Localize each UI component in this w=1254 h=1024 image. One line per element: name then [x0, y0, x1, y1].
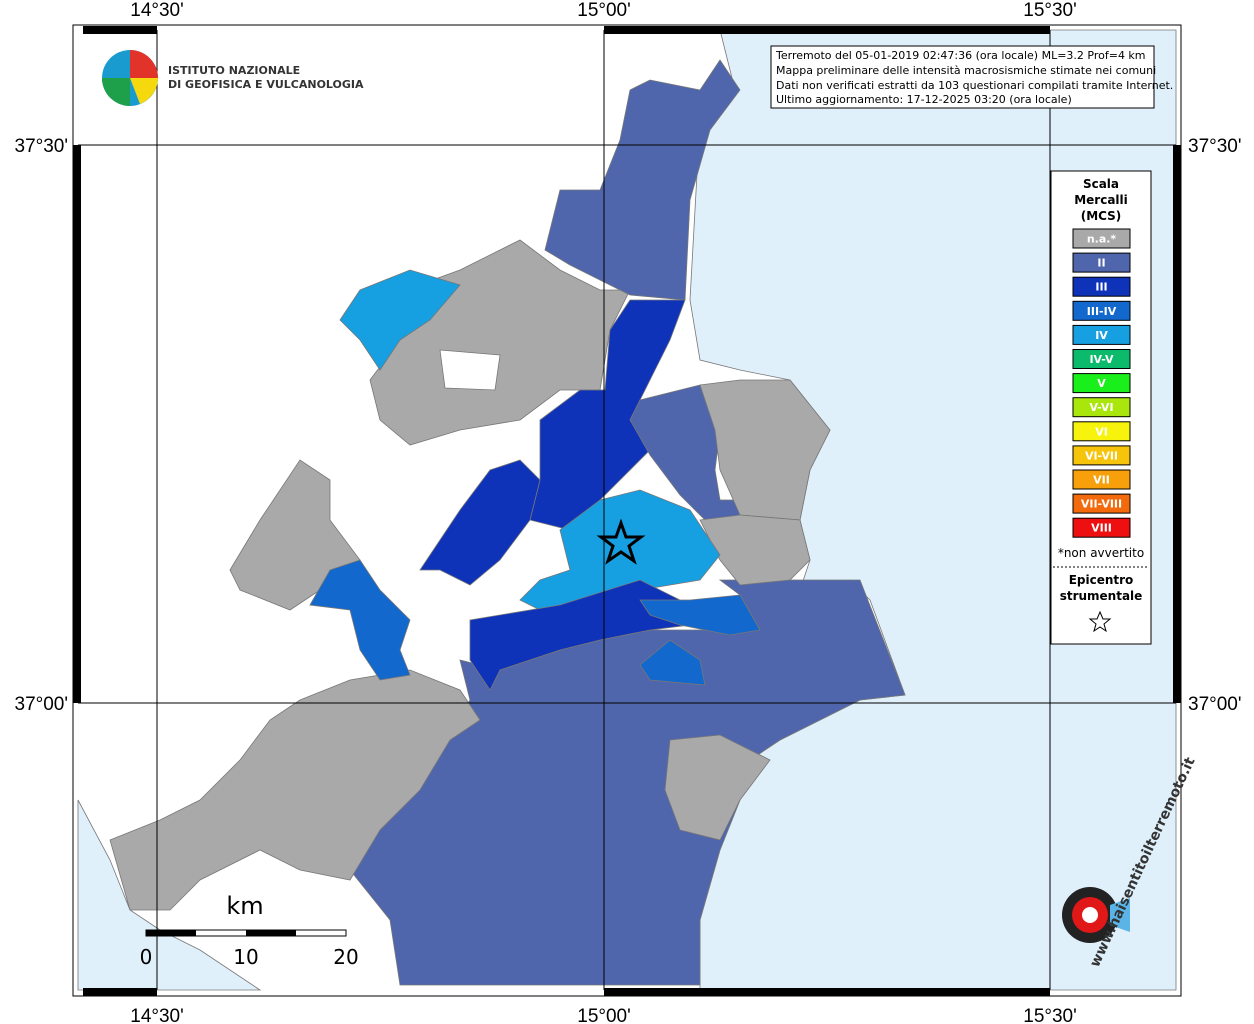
info-line: Terremoto del 05-01-2019 02:47:36 (ora l… — [775, 49, 1146, 62]
legend-title: (MCS) — [1081, 209, 1122, 223]
legend-epicenter: strumentale — [1060, 589, 1143, 603]
axis-label: 15°00' — [577, 0, 631, 21]
axis-label: 37°00' — [1188, 694, 1242, 715]
legend-epicenter: Epicentro — [1069, 573, 1134, 587]
region — [419, 459, 541, 586]
scale-unit: km — [226, 892, 263, 920]
scale-bar: km 0 10 20 — [140, 892, 359, 969]
region — [109, 669, 481, 911]
region — [544, 59, 741, 301]
axis-label: 37°00' — [15, 694, 69, 715]
frame-border — [72, 24, 1182, 997]
region — [229, 459, 361, 611]
legend-note: *non avvertito — [1058, 546, 1144, 560]
info-box — [770, 45, 1155, 109]
legend-title: Scala — [1083, 177, 1119, 191]
legend-swatch — [1072, 252, 1131, 273]
scale-label: 20 — [333, 945, 358, 969]
region — [339, 269, 461, 371]
legend-label: VII — [1093, 474, 1110, 487]
legend-label: VII-VIII — [1081, 498, 1122, 511]
legend-label: VI-VII — [1085, 449, 1118, 462]
legend-swatch — [1072, 517, 1131, 538]
legend-swatch — [1072, 397, 1131, 418]
legend-swatch — [1072, 228, 1131, 249]
legend-label: IV — [1095, 329, 1108, 342]
legend: Scala Mercalli (MCS) *non avvertito Epic… — [1050, 170, 1152, 645]
info-line: Mappa preliminare delle intensità macros… — [776, 64, 1156, 77]
region — [699, 514, 811, 586]
legend-title: Mercalli — [1074, 193, 1128, 207]
axis-label: 15°00' — [577, 1006, 631, 1024]
epicenter — [596, 518, 646, 565]
legend-swatch — [1072, 445, 1131, 466]
region — [664, 734, 771, 841]
legend-swatch — [1072, 300, 1131, 321]
legend-swatch — [1072, 349, 1131, 369]
axis-label: 15°30' — [1023, 0, 1077, 21]
region — [699, 379, 831, 521]
legend-swatch — [1072, 469, 1131, 490]
legend-swatch — [1072, 373, 1131, 394]
legend-swatch — [1072, 493, 1131, 514]
legend-label: n.a.* — [1087, 233, 1117, 246]
info-line: Ultimo aggiornamento: 17-12-2025 03:20 (… — [776, 93, 1072, 106]
legend-label: III — [1095, 281, 1107, 294]
scale-label: 10 — [233, 945, 258, 969]
legend-swatch — [1072, 324, 1131, 345]
legend-swatch — [1072, 421, 1131, 442]
logo-text: DI GEOFISICA E VULCANOLOGIA — [168, 78, 364, 91]
hole — [439, 349, 501, 391]
legend-label: III-IV — [1087, 305, 1117, 318]
info-line: Dati non verificati estratti da 103 ques… — [776, 79, 1173, 92]
legend-label: V-VI — [1089, 401, 1113, 414]
legend-label: II — [1097, 257, 1105, 270]
legend-swatch — [1072, 276, 1131, 297]
region — [639, 594, 761, 636]
axis-label: 37°30' — [1188, 136, 1242, 157]
axis-label: 14°30' — [130, 0, 184, 21]
axis-label: 15°30' — [1023, 1006, 1077, 1024]
logo-text: ISTITUTO NAZIONALE — [168, 64, 300, 77]
legend-label: IV-V — [1089, 353, 1114, 366]
epicenter-symbol — [1088, 610, 1112, 633]
scale-label: 0 — [140, 945, 153, 969]
region — [309, 559, 411, 681]
axis-label: 14°30' — [130, 1006, 184, 1024]
region — [639, 639, 706, 686]
region — [469, 579, 691, 691]
graticule — [78, 30, 1176, 990]
legend-label: VIII — [1091, 522, 1112, 535]
legend-label: V — [1097, 377, 1106, 390]
axis-label: 37°30' — [15, 136, 69, 157]
legend-label: VI — [1095, 425, 1108, 438]
logo: ISTITUTO NAZIONALE DI GEOFISICA E VULCAN… — [102, 50, 364, 106]
